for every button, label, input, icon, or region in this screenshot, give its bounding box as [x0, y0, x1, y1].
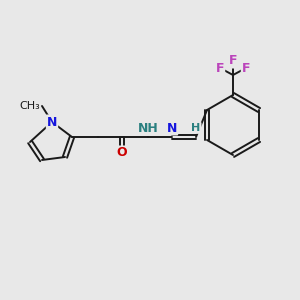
- Text: CH₃: CH₃: [19, 101, 40, 111]
- Text: H: H: [191, 123, 201, 133]
- Text: NH: NH: [138, 122, 158, 134]
- Text: F: F: [229, 55, 237, 68]
- Text: O: O: [117, 146, 127, 160]
- Text: F: F: [216, 61, 224, 74]
- Text: F: F: [242, 61, 250, 74]
- Text: N: N: [167, 122, 177, 134]
- Text: N: N: [47, 116, 57, 128]
